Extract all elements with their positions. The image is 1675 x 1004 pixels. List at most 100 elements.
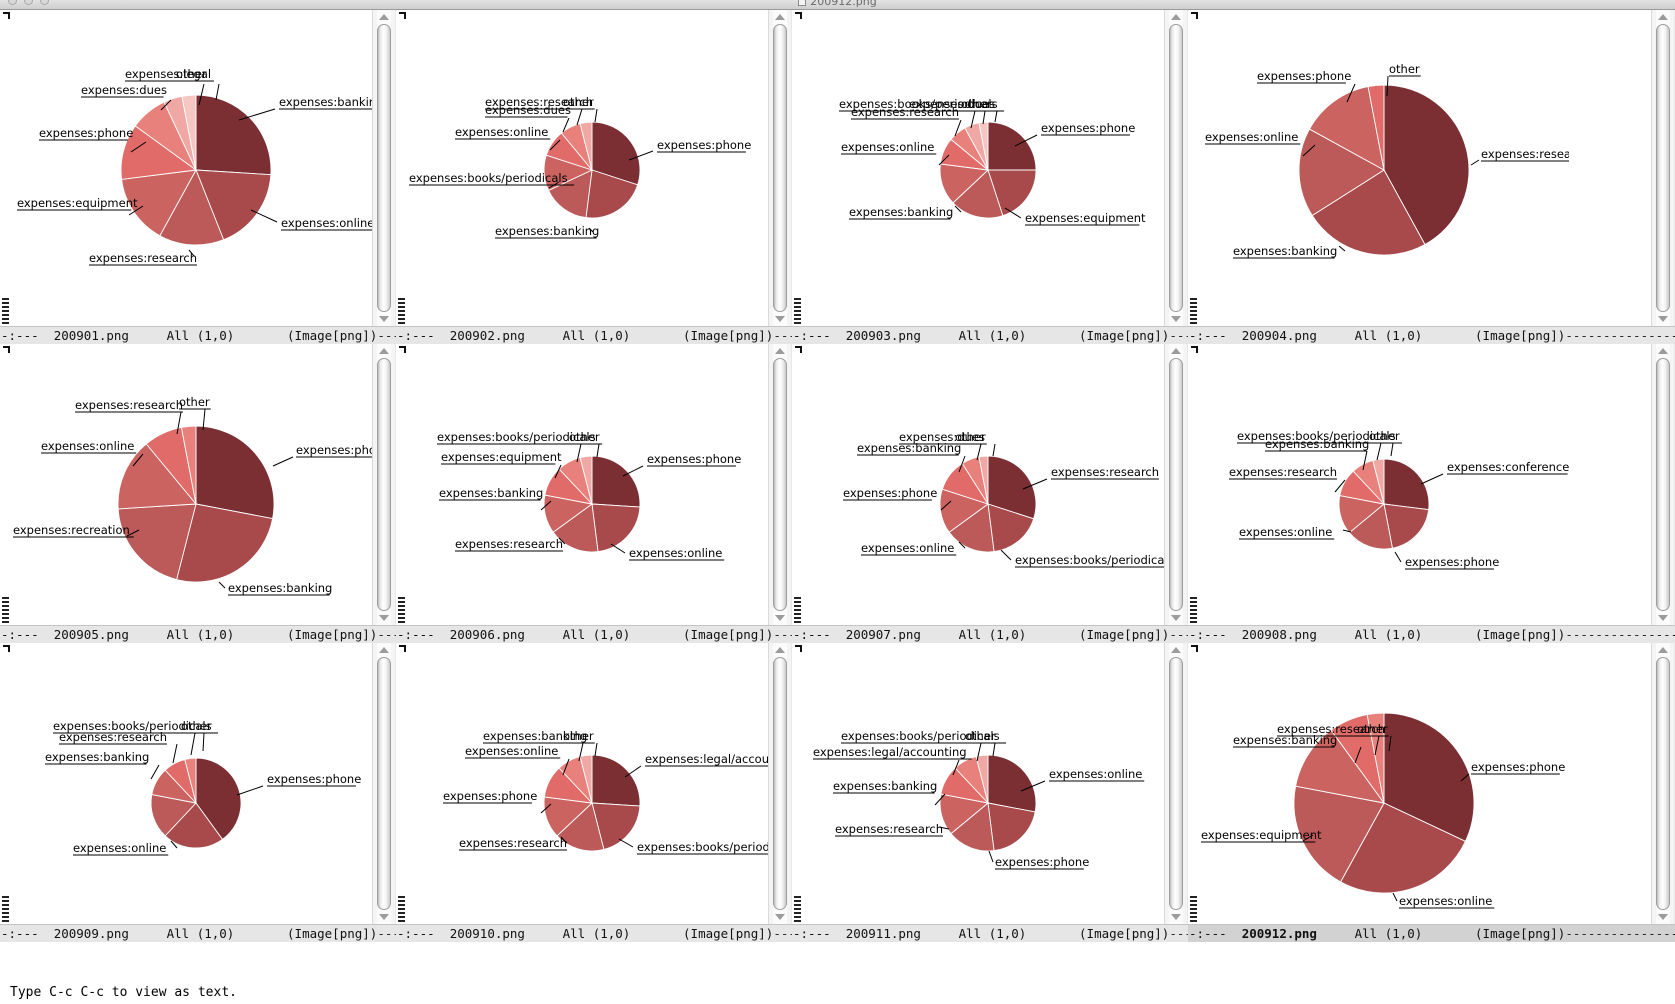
pie-slice-label: expenses:equipment (1201, 828, 1322, 842)
window-modeline[interactable]: -:--- 200908.png All (1,0) (Image[png])-… (1188, 625, 1675, 643)
scroll-down-arrow-icon[interactable] (775, 914, 785, 920)
scroll-down-arrow-icon[interactable] (379, 914, 389, 920)
emacs-window-pane[interactable]: expenses:phone expenses:equipment expenses… (792, 10, 1188, 344)
window-modeline[interactable]: -:--- 200902.png All (1,0) (Image[png])-… (396, 326, 792, 344)
scroll-up-arrow-icon[interactable] (1658, 14, 1668, 20)
scroll-up-arrow-icon[interactable] (775, 348, 785, 354)
vertical-scrollbar[interactable] (372, 643, 396, 924)
scrollbar-thumb[interactable] (1169, 657, 1183, 910)
emacs-window-pane[interactable]: expenses:research expenses:books/periodic… (792, 344, 1188, 643)
emacs-window-pane[interactable]: expenses:legal/accounting expenses:books/… (396, 643, 792, 942)
window-modeline[interactable]: -:--- 200904.png All (1,0) (Image[png])-… (1188, 326, 1675, 344)
scroll-down-arrow-icon[interactable] (775, 615, 785, 621)
scroll-up-arrow-icon[interactable] (775, 647, 785, 653)
label-leader-line (1470, 159, 1480, 166)
vertical-scrollbar[interactable] (768, 643, 792, 924)
scrollbar-thumb[interactable] (1656, 657, 1670, 910)
pie-slice-label: expenses:equipment (1025, 211, 1146, 225)
window-modeline[interactable]: -:--- 200903.png All (1,0) (Image[png])-… (792, 326, 1188, 344)
scroll-up-arrow-icon[interactable] (1658, 348, 1668, 354)
emacs-window-pane[interactable]: expenses:phone expenses:online expenses:eq… (1188, 643, 1675, 942)
scroll-up-arrow-icon[interactable] (1171, 14, 1181, 20)
pie-slice-label: expenses:phone (267, 772, 361, 786)
window-modeline[interactable]: -:--- 200912.png All (1,0) (Image[png])-… (1188, 924, 1675, 942)
label-leader-line (938, 154, 950, 166)
window-modeline[interactable]: -:--- 200905.png All (1,0) (Image[png])-… (0, 625, 396, 643)
window-controls[interactable] (8, 0, 49, 5)
modeline-position: All (1,0) (958, 627, 1027, 642)
scrollbar-thumb[interactable] (773, 657, 787, 910)
label-leader-line (934, 793, 946, 806)
scrollbar-thumb[interactable] (377, 24, 391, 312)
scroll-up-arrow-icon[interactable] (379, 348, 389, 354)
zoom-button[interactable] (40, 0, 49, 5)
pie-slice (184, 757, 197, 804)
emacs-window-pane[interactable]: expenses:online expenses:phone expenses:re… (792, 643, 1188, 942)
scrollbar-thumb[interactable] (1656, 358, 1670, 611)
scroll-down-arrow-icon[interactable] (1658, 914, 1668, 920)
vertical-scrollbar[interactable] (1164, 10, 1188, 326)
vertical-scrollbar[interactable] (372, 344, 396, 625)
vertical-scrollbar[interactable] (768, 344, 792, 625)
scrollbar-thumb[interactable] (377, 358, 391, 611)
scroll-down-arrow-icon[interactable] (1171, 615, 1181, 621)
scroll-up-arrow-icon[interactable] (1658, 647, 1668, 653)
emacs-window-pane[interactable]: expenses:phone expenses:online expenses:ba… (0, 643, 396, 942)
modeline-prefix: -:--- (793, 627, 846, 642)
pie-chart: expenses:phone expenses:online expenses:re… (437, 430, 741, 561)
label-leader-line (976, 443, 982, 461)
minimize-button[interactable] (24, 0, 33, 5)
scrollbar-thumb[interactable] (773, 358, 787, 611)
vertical-scrollbar[interactable] (1164, 344, 1188, 625)
pie-slice-label: expenses:books/periodicals (437, 430, 596, 444)
emacs-window-pane[interactable]: expenses:research expenses:banking expense… (1188, 10, 1675, 344)
pie-slice-label: expenses:banking (439, 486, 543, 500)
modeline-buffer-name: 200902.png (449, 328, 525, 343)
vertical-scrollbar[interactable] (1651, 643, 1675, 924)
pie-slice-label: other (1369, 429, 1400, 443)
label-leader-line (202, 732, 205, 752)
scroll-down-arrow-icon[interactable] (1658, 615, 1668, 621)
scroll-up-arrow-icon[interactable] (1171, 348, 1181, 354)
scroll-down-arrow-icon[interactable] (1171, 316, 1181, 322)
pie-slice (1383, 84, 1470, 246)
pie-slice-label: expenses:phone (1041, 121, 1135, 135)
pie-chart: expenses:research expenses:banking expense… (1205, 62, 1589, 259)
pie-slice-label: expenses:phone (647, 452, 741, 466)
vertical-scrollbar[interactable] (372, 10, 396, 326)
vertical-scrollbar[interactable] (1651, 10, 1675, 326)
vertical-scrollbar[interactable] (1164, 643, 1188, 924)
scrollbar-thumb[interactable] (1169, 358, 1183, 611)
scroll-down-arrow-icon[interactable] (379, 615, 389, 621)
scroll-up-arrow-icon[interactable] (379, 647, 389, 653)
scroll-up-arrow-icon[interactable] (775, 14, 785, 20)
scrollbar-thumb[interactable] (1169, 24, 1183, 312)
pie-slice (1293, 785, 1385, 883)
window-modeline[interactable]: -:--- 200906.png All (1,0) (Image[png])-… (396, 625, 792, 643)
close-button[interactable] (8, 0, 17, 5)
vertical-scrollbar[interactable] (768, 10, 792, 326)
scroll-down-arrow-icon[interactable] (1658, 316, 1668, 322)
window-modeline[interactable]: -:--- 200901.png All (1,0) (Image[png])-… (0, 326, 396, 344)
scrollbar-thumb[interactable] (377, 657, 391, 910)
scroll-down-arrow-icon[interactable] (379, 316, 389, 322)
emacs-window-pane[interactable]: expenses:banking expenses:online expenses:… (0, 10, 396, 344)
window-modeline[interactable]: -:--- 200910.png All (1,0) (Image[png])-… (396, 924, 792, 942)
scroll-up-arrow-icon[interactable] (1171, 647, 1181, 653)
scroll-down-arrow-icon[interactable] (1171, 914, 1181, 920)
emacs-window-pane[interactable]: expenses:phone expenses:banking expenses:b… (396, 10, 792, 344)
scrollbar-thumb[interactable] (1656, 24, 1670, 312)
scroll-up-arrow-icon[interactable] (379, 14, 389, 20)
emacs-window-pane[interactable]: expenses:conference expenses:phone expense… (1188, 344, 1675, 643)
window-fringe (396, 10, 407, 344)
pie-slice-label: expenses:phone (39, 126, 133, 140)
window-modeline[interactable]: -:--- 200907.png All (1,0) (Image[png])-… (792, 625, 1188, 643)
modeline-major-mode: (Image[png]) (683, 328, 774, 343)
emacs-window-pane[interactable]: expenses:phone expenses:online expenses:re… (396, 344, 792, 643)
vertical-scrollbar[interactable] (1651, 344, 1675, 625)
scrollbar-thumb[interactable] (773, 24, 787, 312)
window-modeline[interactable]: -:--- 200909.png All (1,0) (Image[png])-… (0, 924, 396, 942)
window-modeline[interactable]: -:--- 200911.png All (1,0) (Image[png])-… (792, 924, 1188, 942)
emacs-window-pane[interactable]: expenses:phone expenses:banking expenses:r… (0, 344, 396, 643)
scroll-down-arrow-icon[interactable] (775, 316, 785, 322)
